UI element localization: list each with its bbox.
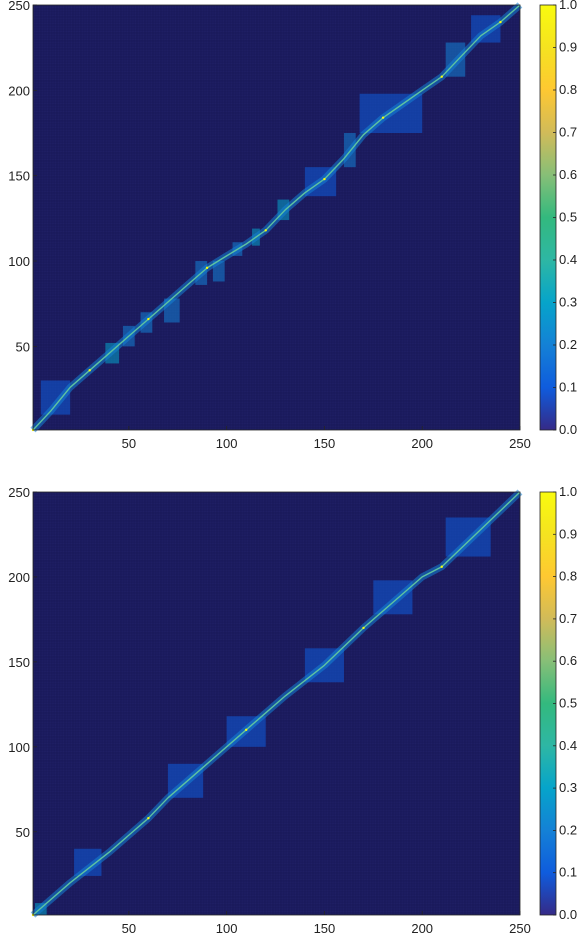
alignment-peak (499, 20, 502, 24)
alignment-path (32, 4, 521, 431)
colorbar-tick-label: 0.3 (559, 780, 577, 795)
y-tick-label: 150 (8, 169, 30, 184)
y-tick-label: 200 (8, 570, 30, 585)
y-tick-label: 100 (8, 740, 30, 755)
colorbar-tick-label: 0.0 (559, 422, 577, 437)
y-tick-label: 50 (16, 825, 30, 840)
colorbar-tick-label: 1.0 (559, 484, 577, 499)
colorbar-tick-label: 0.7 (559, 611, 577, 626)
alignment-path (32, 491, 521, 916)
x-tick-label: 50 (122, 436, 136, 451)
axes-frame (32, 4, 521, 431)
alignment-peak (381, 116, 385, 119)
x-tick-label: 150 (314, 921, 336, 936)
alignment-peak (264, 229, 267, 232)
x-tick-label: 250 (509, 921, 531, 936)
colorbar-tick-label: 0.1 (559, 865, 577, 880)
x-tick-label: 100 (216, 921, 238, 936)
x-tick-label: 200 (411, 436, 433, 451)
x-tick-label: 250 (509, 436, 531, 451)
axes-frame (32, 491, 521, 916)
colorbar-tick-label: 0.2 (559, 822, 577, 837)
colorbar-tick-label: 0.5 (559, 696, 577, 711)
colorbar-tick-label: 0.0 (559, 907, 577, 922)
alignment-peak (88, 369, 91, 372)
colorbar-tick-label: 0.9 (559, 526, 577, 541)
alignment-peak (205, 266, 209, 270)
colorbar: 0.0 0.1 0.2 0.3 0.4 0.5 0.6 0.7 0.8 0.9 1.0 (539, 0, 577, 437)
alignment-peak (244, 728, 248, 732)
heatmap-panel-1: 50 100 150 200 250 50 100 150 200 250 0.0 0.1 0.2 0.3… (8, 0, 577, 451)
colorbar: 0.0 0.1 0.2 0.3 0.4 0.5 0.6 0.7 0.8 0.9 1.0 (539, 484, 577, 922)
y-tick-label: 50 (16, 339, 30, 354)
alignment-peak (323, 177, 326, 181)
y-tick-label: 250 (8, 0, 30, 13)
x-tick-label: 150 (314, 436, 336, 451)
alignment-peak (147, 816, 150, 820)
colorbar-tick-label: 0.4 (559, 252, 577, 267)
y-tick-label: 250 (8, 485, 30, 500)
alignment-peak (362, 626, 365, 630)
colorbar-tick-label: 0.6 (559, 167, 577, 182)
colorbar-tick-label: 0.5 (559, 210, 577, 225)
colorbar-tick-label: 0.6 (559, 653, 577, 668)
colorbar-tick-label: 0.3 (559, 295, 577, 310)
x-tick-label: 100 (216, 436, 238, 451)
alignment-peak (147, 317, 150, 321)
colorbar-tick-label: 0.4 (559, 738, 577, 753)
colorbar-tick-label: 0.1 (559, 380, 577, 395)
y-tick-label: 100 (8, 254, 30, 269)
y-tick-label: 150 (8, 655, 30, 670)
heatmap-panel-2: 50 100 150 200 250 50 100 150 200 250 0.0 0.1 0.2 0.3… (8, 484, 577, 936)
colorbar-tick-label: 1.0 (559, 0, 577, 12)
colorbar-tick-label: 0.7 (559, 125, 577, 140)
alignment-peak (440, 565, 443, 568)
x-tick-label: 200 (411, 921, 433, 936)
colorbar-tick-label: 0.2 (559, 337, 577, 352)
colorbar-tick-label: 0.9 (559, 40, 577, 55)
x-tick-label: 50 (122, 921, 136, 936)
colorbar-tick-label: 0.8 (559, 82, 577, 97)
y-tick-label: 200 (8, 83, 30, 98)
heatmap-block (212, 261, 225, 282)
alignment-peak (440, 75, 443, 78)
heatmap-block (373, 580, 413, 615)
colorbar-tick-label: 0.8 (559, 569, 577, 584)
